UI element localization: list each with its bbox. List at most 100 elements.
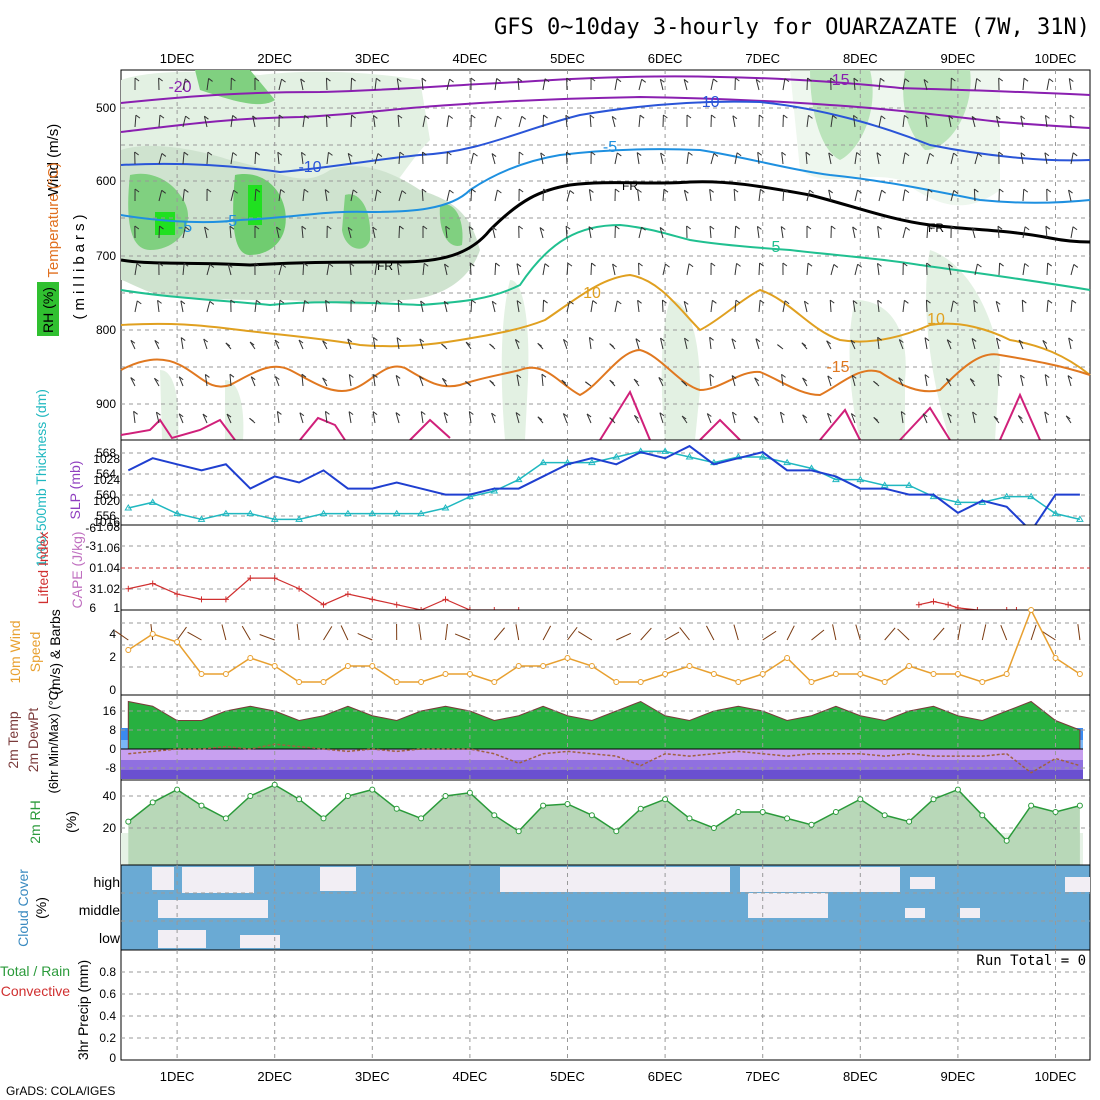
wind-barb [158, 190, 163, 202]
wind-barb [202, 413, 208, 424]
axis-tick-label: 0 [89, 561, 96, 575]
axis-tick-label: 800 [96, 323, 116, 337]
wind-speed-point [808, 679, 815, 685]
wind-barb-flag [801, 342, 807, 347]
wind-speed-point [857, 671, 864, 677]
wind-barb [178, 376, 184, 387]
wind-barb-flag [249, 417, 254, 422]
rh-point [564, 801, 571, 807]
wind-barb-flag [802, 377, 807, 382]
wind-barb-flag [303, 262, 308, 267]
rh-point [320, 815, 327, 822]
wind-barb-flag [347, 338, 353, 343]
wind-barb-flag [256, 299, 261, 304]
wind-barb [780, 226, 784, 239]
surface-barb [454, 633, 471, 641]
axis-tick-label: 3 [89, 582, 96, 596]
thickness-point [685, 453, 694, 460]
date-label-bottom: 8DEC [843, 1069, 878, 1084]
slp-grid [121, 440, 1090, 525]
surface-barb [176, 626, 187, 641]
wind-barb [517, 78, 520, 91]
wind-barb-flag [489, 343, 494, 348]
cape-point [247, 575, 254, 582]
wind-barb [827, 375, 832, 387]
wind-barb [153, 377, 160, 387]
wind-barb-flag [829, 299, 835, 304]
wind-barb-flag [1042, 339, 1048, 344]
wind-barb [446, 189, 451, 202]
wind-speed-point [954, 671, 961, 677]
wind-barb [1021, 300, 1024, 313]
wind-barb [1022, 226, 1026, 239]
wind-barb [180, 300, 184, 313]
wind-barb [350, 115, 353, 128]
wind-barb-flag [759, 299, 765, 304]
thickness-point [832, 475, 840, 483]
wind-barb-flag [873, 380, 878, 385]
wind-speed-point [588, 663, 595, 669]
wind-barb [806, 263, 809, 276]
axis-tick-label: 560 [96, 488, 116, 502]
wind-barb [731, 338, 736, 350]
wind-barb [758, 189, 761, 202]
wind-barb-flag [325, 411, 330, 415]
wind-barb-flag [518, 225, 524, 230]
wind-barb [733, 189, 736, 202]
wind-barb [350, 189, 354, 202]
wind-barb-flag [134, 188, 140, 193]
wind-barb-flag [159, 225, 164, 230]
wind-barb [374, 78, 377, 91]
wind-barb-flag [304, 300, 309, 304]
wind-barb [1044, 411, 1048, 424]
wind-barb-flag [516, 263, 522, 268]
wind-speed-point [247, 655, 254, 661]
wind-barb [684, 337, 688, 350]
wind-barb-flag [491, 153, 497, 157]
wind-barb [468, 226, 472, 239]
wind-barb [326, 152, 329, 165]
axis-tick-label: 1.08 [97, 520, 121, 534]
wind-barb [710, 78, 714, 91]
wind-barb-flag [420, 300, 425, 305]
wind-barb-flag [857, 263, 862, 268]
wind-barb [614, 78, 618, 91]
wind-barb [203, 116, 208, 128]
wind-barb-flag [997, 373, 1003, 378]
wind-barb-flag [588, 226, 594, 231]
rh-point [418, 815, 425, 822]
wind-barb-flag [709, 188, 714, 193]
wind-barb-flag [443, 412, 449, 416]
cape-point [442, 596, 449, 603]
wind-barb [854, 264, 859, 276]
wind-barb [1068, 78, 1072, 91]
cloud-gaps [152, 867, 1090, 948]
wind-barb-flag [926, 262, 931, 267]
wind-barb [683, 301, 688, 313]
wind-barb [134, 300, 138, 313]
wind-barb [1042, 340, 1048, 350]
wind-barb [830, 115, 834, 128]
wind-barb-flag [881, 189, 886, 194]
axis-tick-label: 0.2 [99, 1031, 116, 1045]
wind-barb-flag [757, 151, 763, 156]
wind-barb-flag [851, 374, 857, 379]
contour-15 [120, 348, 1091, 397]
contour-label: 10 [927, 311, 945, 328]
rh-axis: 40 20 [103, 789, 117, 835]
wind-barb-flag [419, 338, 425, 343]
wind-barb [155, 412, 160, 424]
wind-barb-flag [303, 188, 309, 193]
wind-barb-flag [465, 341, 471, 346]
cloud-panel: high middle low Cloud Cover (%) [15, 864, 1091, 951]
wind-speed-point [637, 679, 644, 685]
rh-point [735, 809, 742, 815]
axis-tick-label: 2 [109, 650, 116, 664]
wind-barb-flag [777, 344, 782, 349]
wind-barb [1070, 264, 1075, 276]
wind-barb-flag [826, 340, 831, 345]
wind-barb-flag [953, 190, 959, 194]
wind-barb [397, 263, 400, 276]
wind-barb [206, 264, 211, 276]
wind-barb-flag [156, 411, 161, 416]
